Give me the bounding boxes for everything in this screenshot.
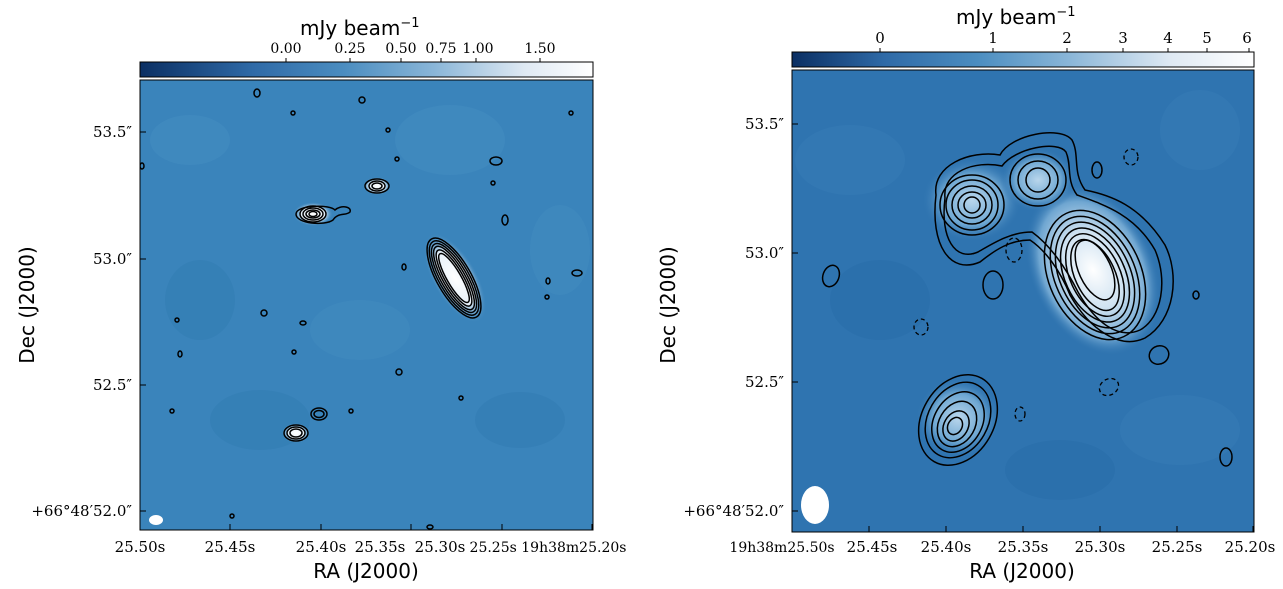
y-tick-label: +66°48′52.0″ (683, 502, 784, 520)
radio-image (140, 80, 593, 530)
negative-contours (913, 148, 1139, 422)
right-figure: mJy beam−1 0 1 2 3 4 5 6 (656, 5, 1275, 583)
x-axis: 25.50s 25.45s 25.40s 25.35s 25.30s 25.25… (115, 524, 627, 583)
colorbar-label: mJy beam−1 (956, 5, 1075, 29)
colorbar-tick-label: 0.75 (425, 41, 456, 57)
y-tick-label: 52.5″ (93, 376, 132, 394)
y-tick-label: +66°48′52.0″ (31, 502, 132, 520)
x-tick-label: 19h38m25.50s (729, 540, 834, 556)
colorbar-tick-label: 3 (1118, 29, 1128, 47)
colorbar-tick-label: 2 (1062, 29, 1072, 47)
x-tick-label: 25.25s 19h38m25.20s (470, 540, 627, 556)
colorbar-tick-label: 4 (1163, 29, 1173, 47)
colorbar-tick-label: 0.25 (334, 41, 365, 57)
y-tick-label: 53.0″ (93, 250, 132, 268)
colorbar (139, 61, 594, 78)
x-axis-label: RA (J2000) (313, 559, 419, 583)
colorbar-tick-label: 1 (988, 29, 998, 47)
x-tick-label: 25.50s (115, 538, 166, 556)
x-tick-label: 25.45s (205, 538, 256, 556)
colorbar-tick-label: 1.50 (524, 41, 555, 57)
x-tick-label: 25.30s (415, 538, 466, 556)
y-axis: 53.5″ 53.0″ 52.5″ +66°48′52.0″ Dec (J200… (656, 115, 798, 520)
source-glow (282, 423, 310, 443)
y-axis-label: Dec (J2000) (15, 246, 39, 363)
contours (140, 88, 583, 530)
x-axis: 19h38m25.50s 25.45s 25.40s 25.35s 25.30s… (729, 526, 1275, 583)
colorbar-label: mJy beam−1 (300, 16, 419, 40)
y-tick-label: 52.5″ (745, 373, 784, 391)
source-glow (363, 177, 391, 195)
colorbar-tick-label: 6 (1242, 29, 1252, 47)
x-tick-label: 25.40s (296, 538, 347, 556)
source-glow (1000, 148, 1076, 212)
colorbar (791, 51, 1255, 68)
x-axis-label: RA (J2000) (969, 559, 1075, 583)
colorbar-tick-label: 0 (875, 29, 885, 47)
beam-ellipse (801, 486, 829, 524)
contours (821, 132, 1233, 467)
colorbar-tick-label: 5 (1202, 29, 1212, 47)
x-tick-label: 25.20s (1225, 538, 1276, 556)
y-axis: 53.5″ 53.0″ 52.5″ +66°48′52.0″ Dec (J200… (15, 123, 146, 520)
x-tick-label: 25.35s (355, 538, 406, 556)
colorbar-ticks: 0.00 0.25 0.50 0.75 1.00 1.50 (270, 41, 556, 62)
y-axis-label: Dec (J2000) (656, 246, 680, 363)
colorbar-tick-label: 1.00 (462, 41, 493, 57)
x-tick-label: 25.40s (921, 538, 972, 556)
radio-image (792, 70, 1254, 532)
x-tick-label: 25.45s (847, 538, 898, 556)
left-panel: mJy beam−1 0.00 0.25 0.50 0.75 1.00 1.50 (0, 0, 640, 585)
x-tick-label: 25.35s (998, 538, 1049, 556)
colorbar-tick-label: 0.00 (270, 41, 301, 57)
colorbar-ticks: 0 1 2 3 4 5 6 (875, 29, 1252, 52)
colorbar-tick-label: 0.50 (385, 41, 416, 57)
x-tick-label: 25.30s (1075, 538, 1126, 556)
y-tick-label: 53.5″ (745, 115, 784, 133)
left-figure: mJy beam−1 0.00 0.25 0.50 0.75 1.00 1.50 (15, 16, 627, 583)
x-tick-label: 25.25s (1152, 538, 1203, 556)
y-tick-label: 53.0″ (745, 244, 784, 262)
source-glow (922, 158, 1022, 242)
beam-ellipse (149, 515, 163, 525)
right-panel: mJy beam−1 0 1 2 3 4 5 6 (640, 0, 1283, 585)
y-tick-label: 53.5″ (93, 123, 132, 141)
